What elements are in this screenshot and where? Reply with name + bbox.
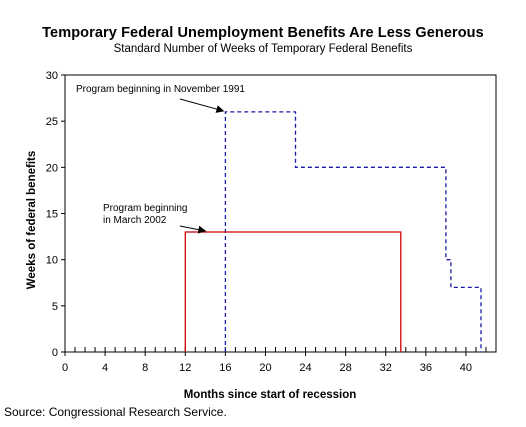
x-tick-label: 28 <box>340 362 352 374</box>
chart-subtitle: Standard Number of Weeks of Temporary Fe… <box>113 43 413 55</box>
x-axis-title: Months since start of recession <box>184 389 357 401</box>
x-tick-label: 32 <box>380 362 392 374</box>
y-tick-label: 20 <box>46 162 58 174</box>
annotation-arrow <box>179 98 225 113</box>
annotation-arrow <box>179 225 207 234</box>
series-line-1 <box>224 111 482 352</box>
x-tick-label: 40 <box>460 362 472 374</box>
y-tick-label: 0 <box>52 347 58 359</box>
annotation-label: Program beginning in March 2002 <box>103 203 188 226</box>
annotation-label: Program beginning in November 1991 <box>76 84 245 95</box>
y-tick-label: 30 <box>46 70 58 82</box>
y-axis-title: Weeks of federal benefits <box>26 151 38 289</box>
x-tick-label: 8 <box>142 362 148 374</box>
chart-title: Temporary Federal Unemployment Benefits … <box>42 25 484 41</box>
x-tick-label: 0 <box>62 362 68 374</box>
x-tick-label: 16 <box>219 362 231 374</box>
x-tick-label: 12 <box>179 362 191 374</box>
y-tick-label: 10 <box>46 255 58 267</box>
x-tick-label: 24 <box>299 362 311 374</box>
x-tick-label: 20 <box>259 362 271 374</box>
y-tick-label: 15 <box>46 209 58 221</box>
y-tick-label: 25 <box>46 116 58 128</box>
y-tick-label: 5 <box>52 301 58 313</box>
series-line-2 <box>184 231 402 352</box>
x-tick-label: 36 <box>420 362 432 374</box>
source-note: Source: Congressional Research Service. <box>4 405 227 419</box>
x-tick-label: 4 <box>102 362 108 374</box>
